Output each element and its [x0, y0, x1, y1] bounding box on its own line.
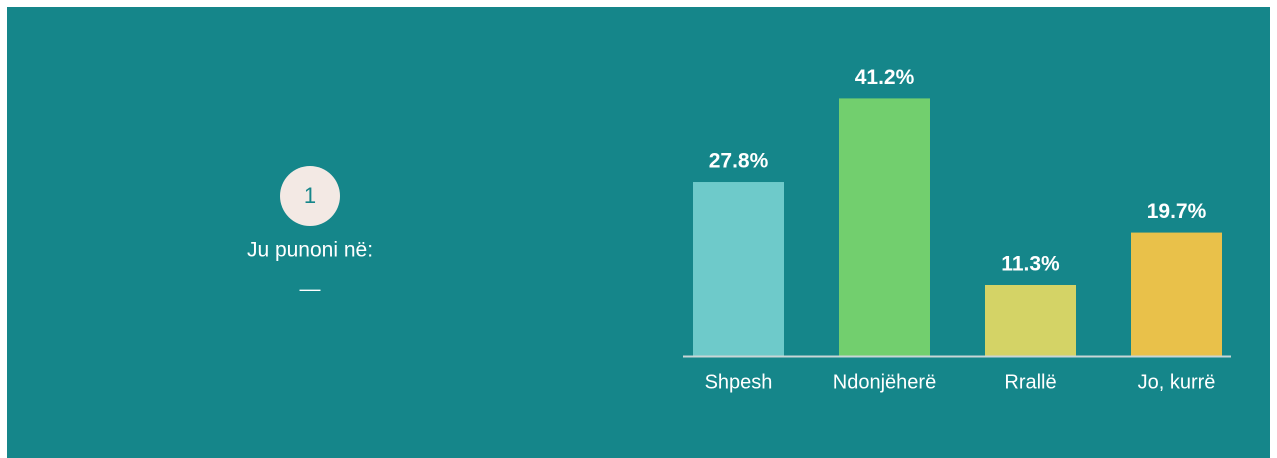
bar — [1131, 232, 1222, 356]
bar — [693, 182, 784, 356]
value-label: 19.7% — [1147, 200, 1207, 223]
card — [7, 7, 1270, 458]
bar — [839, 98, 930, 356]
category-label: Jo, kurrë — [1138, 371, 1216, 393]
separator: — — [300, 278, 321, 301]
category-label: Rrallë — [1004, 371, 1056, 393]
category-label: Shpesh — [705, 371, 773, 393]
badge-number: 1 — [304, 183, 316, 208]
badge-circle — [280, 166, 340, 226]
value-label: 41.2% — [855, 66, 915, 89]
bar — [985, 284, 1076, 356]
category-label: Ndonjëherë — [833, 371, 936, 393]
question: Ju punoni në: — [247, 239, 373, 262]
value-label: 11.3% — [1001, 253, 1060, 276]
value-label: 27.8% — [709, 150, 769, 173]
